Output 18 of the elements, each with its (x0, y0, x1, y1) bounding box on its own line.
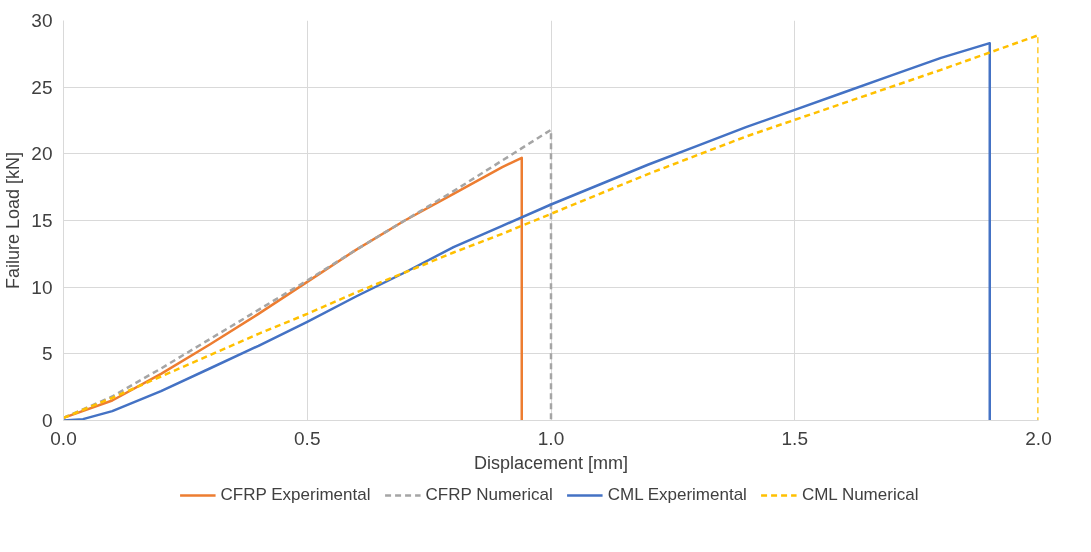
y-tick-label: 10 (31, 276, 53, 298)
y-tick-label: 0 (41, 410, 53, 431)
y-tick-label: 25 (31, 76, 53, 98)
x-tick-label: 2.0 (1025, 427, 1052, 449)
y-tick-label: 20 (31, 143, 53, 165)
x-tick-label: 1.0 (537, 427, 565, 449)
legend-label: CML Numerical (801, 485, 919, 505)
legend-label: CML Experimental (607, 485, 747, 505)
y-tick-label: 5 (41, 343, 53, 365)
x-axis-title: Displacement [mm] (473, 452, 629, 473)
legend-label: CFRP Numerical (425, 485, 553, 505)
y-axis-title: Failure Load [kN] (3, 151, 24, 290)
x-tick-label: 0.0 (50, 427, 77, 449)
y-tick-label: 15 (31, 210, 53, 231)
legend-label: CFRP Experimental (220, 485, 371, 505)
y-tick-label: 30 (31, 10, 53, 31)
x-tick-label: 1.5 (781, 427, 808, 449)
x-tick-label: 0.5 (294, 427, 321, 449)
